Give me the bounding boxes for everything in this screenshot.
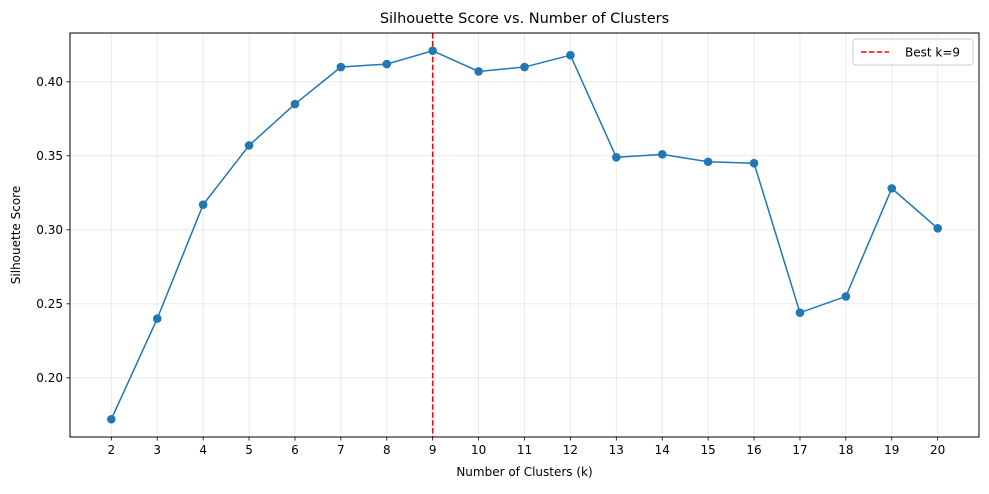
data-point-k9 [428, 46, 437, 56]
x-tick-label: 11 [517, 443, 532, 457]
data-point-k11 [520, 62, 529, 72]
y-tick-label: 0.35 [36, 149, 63, 163]
legend-label-best-k: Best k=9 [905, 46, 960, 60]
y-tick-label: 0.30 [36, 223, 63, 237]
y-axis-label: Silhouette Score [9, 186, 23, 284]
data-point-k18 [841, 292, 851, 301]
x-tick-label: 16 [746, 443, 761, 457]
x-tick-label: 14 [655, 443, 670, 457]
data-point-k6 [290, 99, 300, 109]
x-axis-ticks: 2 3 4 5 6 7 8 9 10 11 12 13 14 15 16 17 18 19 20 [107, 437, 945, 457]
legend-box [852, 38, 974, 66]
data-point-k5 [244, 141, 254, 150]
series-layer [107, 46, 942, 424]
x-tick-label: 8 [383, 443, 391, 457]
chart-title: Silhouette Score vs. Number of Clusters [380, 11, 669, 27]
x-tick-label: 9 [429, 443, 437, 457]
data-point-k8 [382, 59, 392, 69]
data-point-k20 [933, 224, 942, 233]
data-point-k7 [336, 62, 346, 72]
x-tick-label: 7 [337, 443, 345, 457]
x-tick-label: 15 [700, 443, 715, 457]
data-point-k15 [703, 157, 713, 167]
grid [70, 33, 979, 437]
x-tick-label: 4 [199, 443, 207, 457]
data-point-k3 [152, 314, 162, 323]
x-tick-label: 19 [884, 443, 899, 457]
x-tick-label: 6 [291, 443, 299, 457]
data-point-k4 [198, 200, 208, 209]
x-tick-label: 18 [838, 443, 853, 457]
data-point-k12 [566, 50, 575, 60]
x-tick-label: 17 [792, 443, 807, 457]
x-tick-label: 5 [245, 443, 253, 457]
x-tick-label: 2 [107, 443, 115, 457]
y-axis-ticks: 0.20 0.25 0.30 0.35 0.40 [36, 75, 70, 385]
data-point-k13 [612, 153, 621, 162]
data-point-k2 [107, 414, 116, 424]
y-tick-label: 0.40 [36, 75, 63, 89]
x-tick-label: 12 [563, 443, 578, 457]
data-point-k16 [749, 158, 759, 168]
data-point-k19 [887, 184, 897, 193]
x-tick-label: 10 [471, 443, 486, 457]
x-tick-label: 13 [609, 443, 624, 457]
y-tick-label: 0.25 [36, 297, 63, 311]
data-point-k17 [795, 308, 805, 317]
data-point-k10 [474, 67, 483, 76]
x-tick-label: 20 [930, 443, 945, 457]
legend: Best k=9 [852, 38, 974, 66]
x-axis-label: Number of Clusters (k) [456, 465, 592, 479]
data-point-k14 [657, 150, 667, 159]
x-tick-label: 3 [153, 443, 161, 457]
y-tick-label: 0.20 [36, 371, 63, 385]
